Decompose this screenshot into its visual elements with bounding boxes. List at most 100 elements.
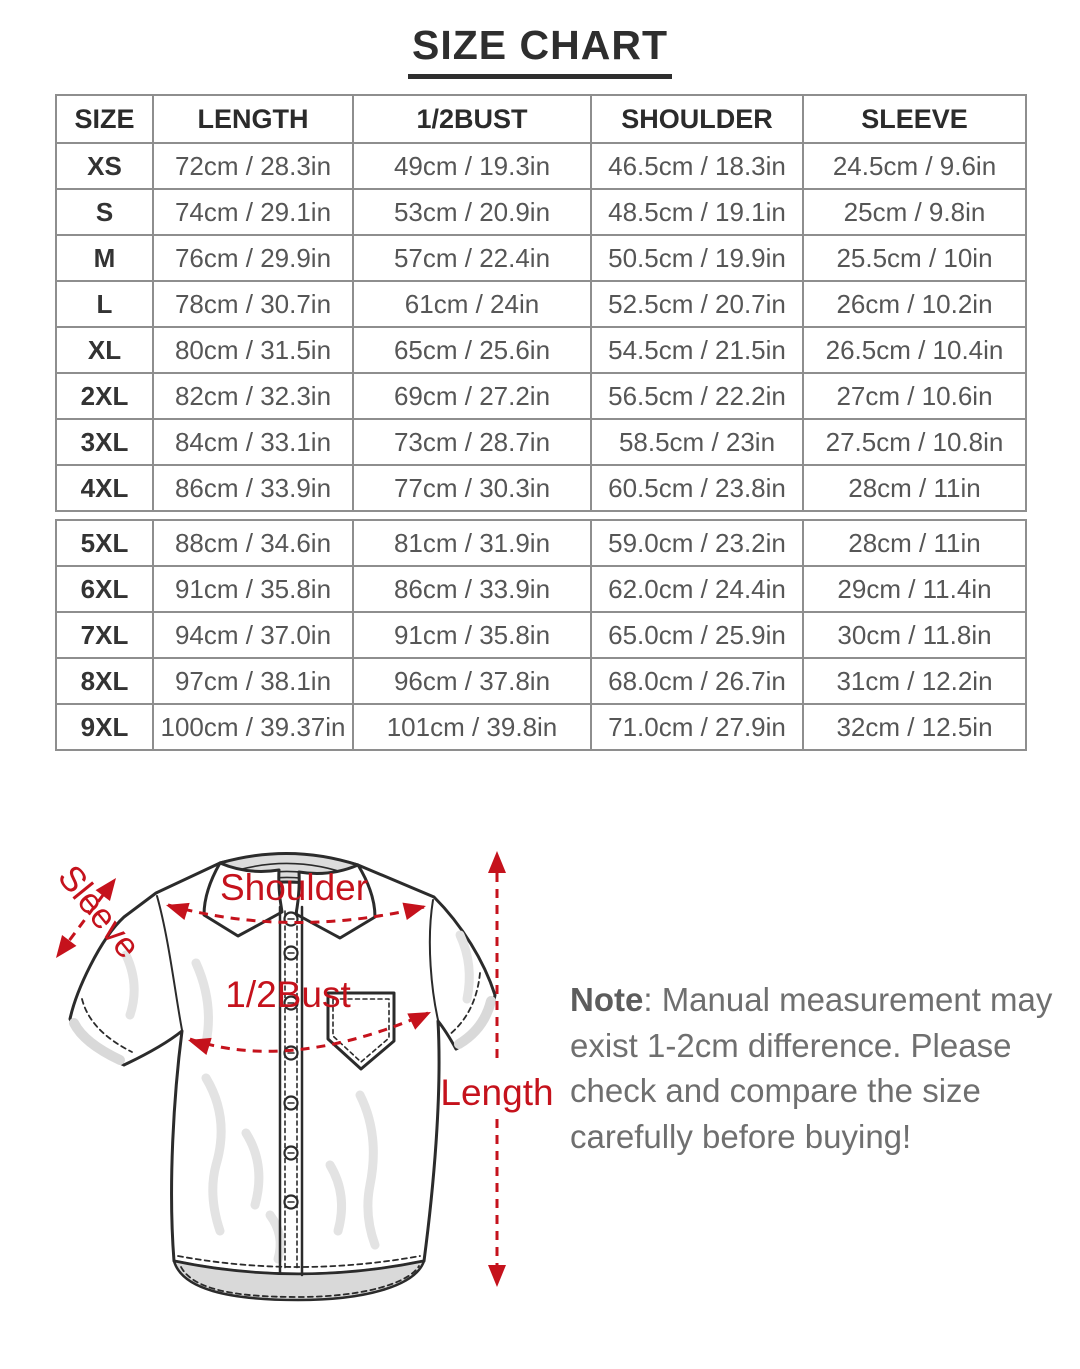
table-row: 6XL 91cm / 35.8in 86cm / 33.9in 62.0cm / 24…: [55, 565, 1027, 613]
shoulder-arrow: [167, 903, 425, 925]
header-sleeve: SLEEVE: [802, 94, 1027, 144]
table-row: 4XL 86cm / 33.9in 77cm / 30.3in 60.5cm / 23…: [55, 464, 1027, 512]
size-table: SIZE LENGTH 1/2BUST SHOULDER SLEEVE XS 72…: [55, 94, 1027, 751]
value-cell: 49cm / 19.3in: [352, 142, 592, 190]
button: [283, 995, 299, 1011]
table-row: M 76cm / 29.9in 57cm / 22.4in 50.5cm / 19.9…: [55, 234, 1027, 282]
header-size: SIZE: [55, 94, 154, 144]
value-cell: 82cm / 32.3in: [152, 372, 354, 420]
note-prefix: Note: [570, 981, 644, 1018]
value-cell: 56.5cm / 22.2in: [590, 372, 804, 420]
value-cell: 71.0cm / 27.9in: [590, 703, 804, 751]
value-cell: 78cm / 30.7in: [152, 280, 354, 328]
table-row: 9XL 100cm / 39.37in 101cm / 39.8in 71.0cm /…: [55, 703, 1027, 751]
button: [283, 1095, 299, 1111]
value-cell: 101cm / 39.8in: [352, 703, 592, 751]
table-row: L 78cm / 30.7in 61cm / 24in 52.5cm / 20.7in…: [55, 280, 1027, 328]
value-cell: 28cm / 11in: [802, 519, 1027, 567]
button: [283, 911, 299, 927]
size-cell: M: [55, 234, 154, 282]
size-cell: 6XL: [55, 565, 154, 613]
value-cell: 77cm / 30.3in: [352, 464, 592, 512]
note-text: Note: Manual measurement may exist 1-2cm…: [570, 977, 1060, 1159]
value-cell: 91cm / 35.8in: [352, 611, 592, 659]
length-label: Length: [440, 1072, 553, 1113]
size-table-upper: SIZE LENGTH 1/2BUST SHOULDER SLEEVE XS 72…: [55, 94, 1027, 512]
stitch-lines: [81, 972, 481, 1298]
table-row: 8XL 97cm / 38.1in 96cm / 37.8in 68.0cm / 26…: [55, 657, 1027, 705]
page-title: SIZE CHART: [0, 22, 1080, 79]
size-cell: 4XL: [55, 464, 154, 512]
value-cell: 97cm / 38.1in: [152, 657, 354, 705]
value-cell: 32cm / 12.5in: [802, 703, 1027, 751]
value-cell: 100cm / 39.37in: [152, 703, 354, 751]
size-cell: 3XL: [55, 418, 154, 466]
value-cell: 58.5cm / 23in: [590, 418, 804, 466]
shirt-measurement-diagram: Sleeve Shoulder 1/2Bust Length: [50, 851, 554, 1302]
size-cell: 2XL: [55, 372, 154, 420]
value-cell: 26.5cm / 10.4in: [802, 326, 1027, 374]
left-armhole-seam: [156, 895, 183, 1031]
button: [283, 1045, 299, 1061]
note-line: check and compare the size: [570, 1072, 981, 1110]
note-line: carefully before buying!: [570, 1117, 912, 1155]
table-row: XS 72cm / 28.3in 49cm / 19.3in 46.5cm / 18.…: [55, 142, 1027, 190]
header-length: LENGTH: [152, 94, 354, 144]
value-cell: 60.5cm / 23.8in: [590, 464, 804, 512]
value-cell: 86cm / 33.9in: [352, 565, 592, 613]
value-cell: 25.5cm / 10in: [802, 234, 1027, 282]
size-cell: XL: [55, 326, 154, 374]
value-cell: 62.0cm / 24.4in: [590, 565, 804, 613]
value-cell: 68.0cm / 26.7in: [590, 657, 804, 705]
table-row: XL 80cm / 31.5in 65cm / 25.6in 54.5cm / 21.…: [55, 326, 1027, 374]
value-cell: 88cm / 34.6in: [152, 519, 354, 567]
size-cell: 7XL: [55, 611, 154, 659]
value-cell: 52.5cm / 20.7in: [590, 280, 804, 328]
value-cell: 27cm / 10.6in: [802, 372, 1027, 420]
value-cell: 28cm / 11in: [802, 464, 1027, 512]
arrowheads: [56, 851, 506, 1287]
page-title-text: SIZE CHART: [408, 22, 672, 79]
value-cell: 72cm / 28.3in: [152, 142, 354, 190]
value-cell: 54.5cm / 21.5in: [590, 326, 804, 374]
shirt-illustration: [68, 852, 497, 1302]
size-cell: S: [55, 188, 154, 236]
size-cell: 8XL: [55, 657, 154, 705]
size-cell: XS: [55, 142, 154, 190]
value-cell: 74cm / 29.1in: [152, 188, 354, 236]
shoulder-label: Shoulder: [220, 867, 368, 908]
value-cell: 26cm / 10.2in: [802, 280, 1027, 328]
value-cell: 81cm / 31.9in: [352, 519, 592, 567]
value-cell: 57cm / 22.4in: [352, 234, 592, 282]
value-cell: 61cm / 24in: [352, 280, 592, 328]
value-cell: 65cm / 25.6in: [352, 326, 592, 374]
value-cell: 80cm / 31.5in: [152, 326, 354, 374]
table-header-row: SIZE LENGTH 1/2BUST SHOULDER SLEEVE: [55, 94, 1027, 144]
value-cell: 50.5cm / 19.9in: [590, 234, 804, 282]
right-armhole-seam: [428, 899, 439, 1021]
chest-pocket: [326, 991, 396, 1071]
table-row: 2XL 82cm / 32.3in 69cm / 27.2in 56.5cm / 22…: [55, 372, 1027, 420]
size-table-lower: 5XL 88cm / 34.6in 81cm / 31.9in 59.0cm / 23…: [55, 519, 1027, 751]
right-cuff-inner: [454, 996, 496, 1049]
button: [283, 1194, 299, 1210]
value-cell: 69cm / 27.2in: [352, 372, 592, 420]
value-cell: 25cm / 9.8in: [802, 188, 1027, 236]
value-cell: 94cm / 37.0in: [152, 611, 354, 659]
table-row: S 74cm / 29.1in 53cm / 20.9in 48.5cm / 19.1…: [55, 188, 1027, 236]
button-placket: [278, 905, 304, 1277]
size-cell: L: [55, 280, 154, 328]
value-cell: 91cm / 35.8in: [152, 565, 354, 613]
wrinkle-shading: [121, 930, 474, 1264]
value-cell: 53cm / 20.9in: [352, 188, 592, 236]
half-bust-label: 1/2Bust: [225, 974, 351, 1015]
value-cell: 73cm / 28.7in: [352, 418, 592, 466]
value-cell: 96cm / 37.8in: [352, 657, 592, 705]
size-cell: 5XL: [55, 519, 154, 567]
table-row: 5XL 88cm / 34.6in 81cm / 31.9in 59.0cm / 23…: [55, 519, 1027, 567]
value-cell: 29cm / 11.4in: [802, 565, 1027, 613]
value-cell: 65.0cm / 25.9in: [590, 611, 804, 659]
button: [283, 945, 299, 961]
value-cell: 31cm / 12.2in: [802, 657, 1027, 705]
size-cell: 9XL: [55, 703, 154, 751]
